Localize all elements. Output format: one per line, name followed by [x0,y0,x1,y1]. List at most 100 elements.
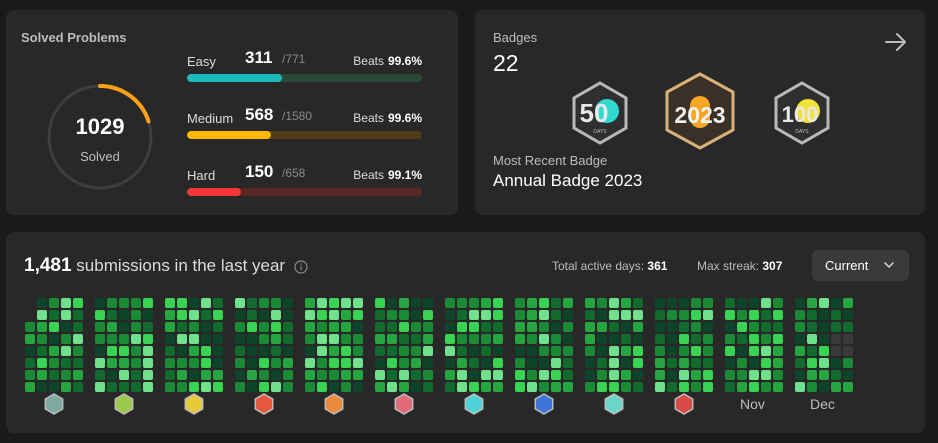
heatmap-day-cell[interactable] [691,298,701,308]
heatmap-day-cell[interactable] [445,370,455,380]
heatmap-day-cell[interactable] [375,346,385,356]
heatmap-day-cell[interactable] [679,298,689,308]
heatmap-day-cell[interactable] [737,358,747,368]
heatmap-day-cell[interactable] [795,310,805,320]
heatmap-day-cell[interactable] [725,310,735,320]
heatmap-day-cell[interactable] [95,382,105,392]
heatmap-day-cell[interactable] [457,310,467,320]
heatmap-day-cell[interactable] [247,346,257,356]
heatmap-day-cell[interactable] [481,310,491,320]
heatmap-day-cell[interactable] [329,310,339,320]
heatmap-day-cell[interactable] [807,298,817,308]
heatmap-day-cell[interactable] [61,298,71,308]
heatmap-day-cell[interactable] [737,298,747,308]
heatmap-day-cell[interactable] [131,310,141,320]
heatmap-day-cell[interactable] [761,322,771,332]
heatmap-day-cell[interactable] [95,346,105,356]
heatmap-day-cell[interactable] [131,382,141,392]
heatmap-day-cell[interactable] [585,322,595,332]
heatmap-day-cell[interactable] [655,370,665,380]
heatmap-day-cell[interactable] [61,358,71,368]
heatmap-day-cell[interactable] [375,322,385,332]
heatmap-day-cell[interactable] [493,322,503,332]
heatmap-day-cell[interactable] [423,358,433,368]
heatmap-day-cell[interactable] [725,382,735,392]
heatmap-day-cell[interactable] [375,310,385,320]
heatmap-day-cell[interactable] [667,346,677,356]
heatmap-day-cell[interactable] [621,346,631,356]
heatmap-day-cell[interactable] [807,322,817,332]
heatmap-day-cell[interactable] [457,370,467,380]
heatmap-day-cell[interactable] [527,346,537,356]
heatmap-day-cell[interactable] [633,322,643,332]
heatmap-day-cell[interactable] [749,334,759,344]
heatmap-day-cell[interactable] [95,322,105,332]
heatmap-day-cell[interactable] [177,298,187,308]
heatmap-day-cell[interactable] [609,382,619,392]
heatmap-day-cell[interactable] [119,334,129,344]
heatmap-day-cell[interactable] [143,322,153,332]
heatmap-day-cell[interactable] [49,346,59,356]
heatmap-day-cell[interactable] [387,382,397,392]
heatmap-day-cell[interactable] [375,334,385,344]
heatmap-day-cell[interactable] [271,346,281,356]
heatmap-day-cell[interactable] [329,298,339,308]
heatmap-day-cell[interactable] [73,346,83,356]
heatmap-day-cell[interactable] [481,370,491,380]
heatmap-day-cell[interactable] [691,346,701,356]
heatmap-day-cell[interactable] [165,322,175,332]
heatmap-day-cell[interactable] [423,370,433,380]
heatmap-day-cell[interactable] [563,334,573,344]
heatmap-day-cell[interactable] [73,310,83,320]
heatmap-day-cell[interactable] [165,310,175,320]
heatmap-day-cell[interactable] [819,322,829,332]
heatmap-day-cell[interactable] [201,382,211,392]
heatmap-day-cell[interactable] [831,346,841,356]
arrow-right-icon[interactable] [882,28,910,56]
heatmap-day-cell[interactable] [493,382,503,392]
heatmap-day-cell[interactable] [609,322,619,332]
heatmap-day-cell[interactable] [655,334,665,344]
heatmap-day-cell[interactable] [73,370,83,380]
heatmap-day-cell[interactable] [259,358,269,368]
heatmap-day-cell[interactable] [353,310,363,320]
heatmap-day-cell[interactable] [107,370,117,380]
heatmap-day-cell[interactable] [563,298,573,308]
heatmap-day-cell[interactable] [761,382,771,392]
heatmap-day-cell[interactable] [493,298,503,308]
heatmap-day-cell[interactable] [235,322,245,332]
heatmap-day-cell[interactable] [703,370,713,380]
info-icon[interactable] [294,259,308,274]
heatmap-day-cell[interactable] [201,370,211,380]
heatmap-day-cell[interactable] [247,334,257,344]
heatmap-day-cell[interactable] [201,346,211,356]
heatmap-day-cell[interactable] [131,298,141,308]
heatmap-day-cell[interactable] [563,346,573,356]
heatmap-day-cell[interactable] [107,358,117,368]
heatmap-day-cell[interactable] [773,358,783,368]
heatmap-day-cell[interactable] [493,358,503,368]
heatmap-day-cell[interactable] [679,358,689,368]
heatmap-day-cell[interactable] [621,310,631,320]
heatmap-day-cell[interactable] [493,370,503,380]
heatmap-day-cell[interactable] [165,382,175,392]
heatmap-day-cell[interactable] [445,310,455,320]
heatmap-day-cell[interactable] [819,358,829,368]
heatmap-day-cell[interactable] [597,358,607,368]
heatmap-day-cell[interactable] [551,334,561,344]
heatmap-day-cell[interactable] [283,322,293,332]
heatmap-day-cell[interactable] [691,382,701,392]
heatmap-day-cell[interactable] [807,370,817,380]
heatmap-day-cell[interactable] [597,298,607,308]
heatmap-day-cell[interactable] [633,346,643,356]
heatmap-day-cell[interactable] [703,346,713,356]
heatmap-day-cell[interactable] [831,334,841,344]
monthly-badge-icon[interactable] [184,393,204,415]
heatmap-day-cell[interactable] [515,382,525,392]
heatmap-day-cell[interactable] [341,322,351,332]
heatmap-day-cell[interactable] [725,358,735,368]
heatmap-day-cell[interactable] [737,382,747,392]
heatmap-day-cell[interactable] [353,322,363,332]
heatmap-day-cell[interactable] [749,382,759,392]
heatmap-day-cell[interactable] [131,346,141,356]
